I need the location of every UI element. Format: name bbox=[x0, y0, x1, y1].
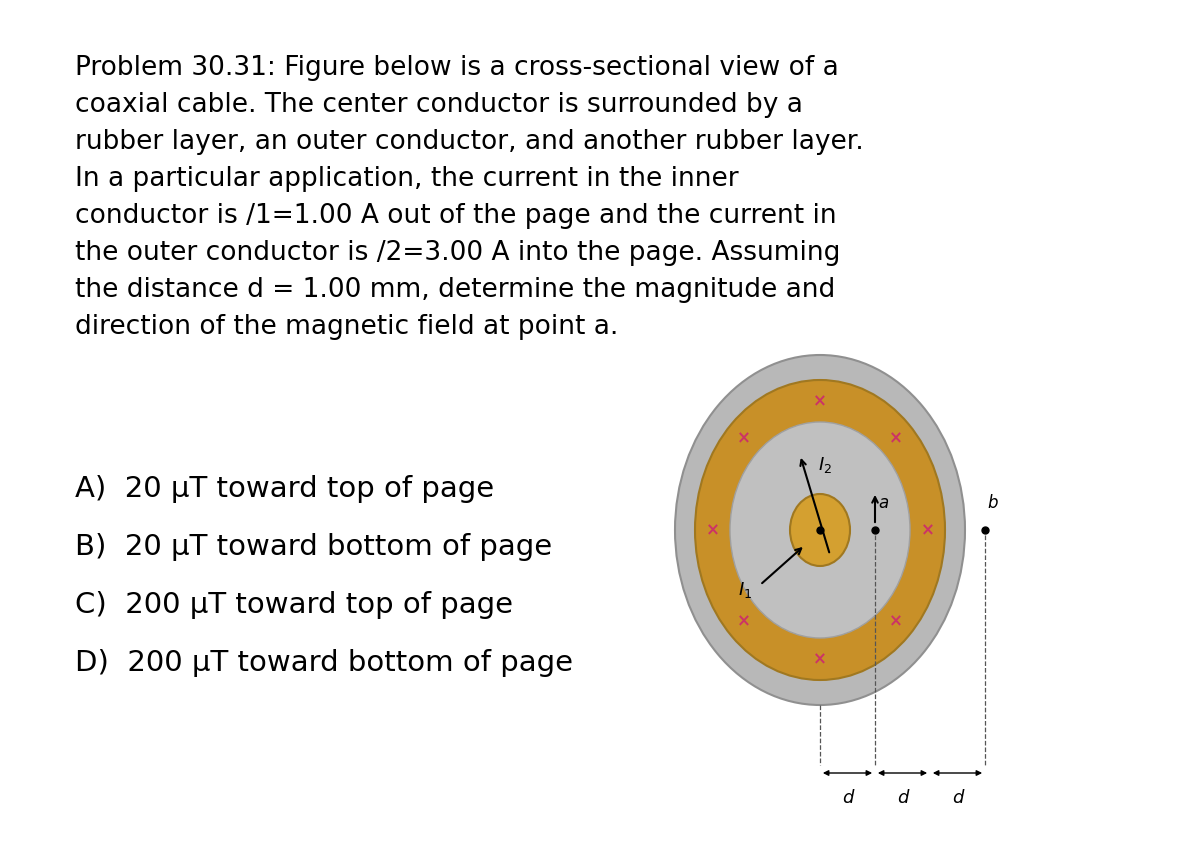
Text: ×: × bbox=[737, 612, 751, 630]
Text: ×: × bbox=[889, 430, 902, 448]
Text: Problem 30.31: Figure below is a cross-sectional view of a
coaxial cable. The ce: Problem 30.31: Figure below is a cross-s… bbox=[74, 55, 864, 340]
Text: a: a bbox=[878, 494, 888, 512]
Text: d: d bbox=[896, 789, 908, 807]
Text: ×: × bbox=[706, 521, 720, 539]
Text: D)  200 μT toward bottom of page: D) 200 μT toward bottom of page bbox=[74, 649, 574, 677]
Ellipse shape bbox=[790, 494, 850, 566]
Ellipse shape bbox=[695, 380, 946, 680]
Text: ×: × bbox=[920, 521, 935, 539]
Text: d: d bbox=[952, 789, 964, 807]
Text: A)  20 μT toward top of page: A) 20 μT toward top of page bbox=[74, 475, 494, 503]
Text: ×: × bbox=[814, 392, 827, 410]
Text: C)  200 μT toward top of page: C) 200 μT toward top of page bbox=[74, 591, 514, 619]
Text: d: d bbox=[842, 789, 853, 807]
Text: b: b bbox=[988, 494, 998, 512]
Text: ×: × bbox=[737, 430, 751, 448]
Text: B)  20 μT toward bottom of page: B) 20 μT toward bottom of page bbox=[74, 533, 552, 561]
Text: ×: × bbox=[814, 650, 827, 668]
Text: $I_1$: $I_1$ bbox=[738, 580, 752, 600]
Text: $I_2$: $I_2$ bbox=[818, 455, 832, 475]
Text: ×: × bbox=[889, 612, 902, 630]
Ellipse shape bbox=[674, 355, 965, 705]
Ellipse shape bbox=[730, 422, 910, 638]
